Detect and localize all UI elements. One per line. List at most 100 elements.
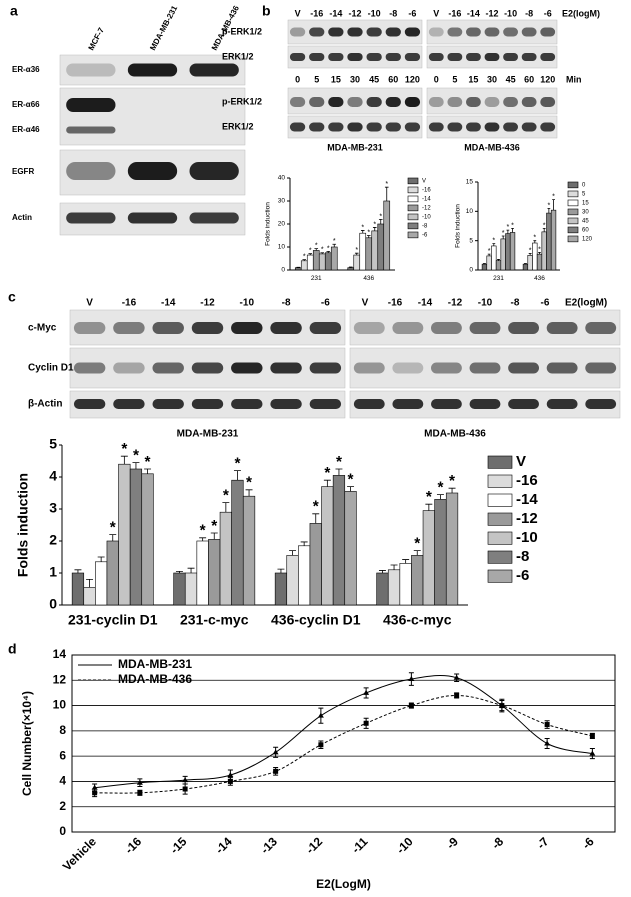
blot-band [309, 362, 342, 374]
bar [387, 569, 401, 606]
significance-mark: * [533, 234, 536, 242]
error-bar [348, 266, 353, 268]
bar [300, 260, 308, 271]
legend-label: 0 [582, 183, 586, 189]
bar [434, 499, 447, 606]
significance-mark: * [492, 237, 495, 245]
marker [318, 742, 324, 748]
error-bar [378, 570, 386, 573]
error-bar [402, 559, 410, 564]
bar [536, 253, 543, 271]
blot-band [508, 362, 539, 374]
error-bar [390, 564, 398, 570]
legend-swatch [567, 235, 579, 243]
lane-label: -8 [282, 298, 291, 309]
blot-band [113, 399, 145, 409]
bar [527, 255, 533, 271]
error-bar [425, 503, 433, 511]
lane-label: -6 [544, 8, 552, 18]
blot-band [503, 27, 518, 37]
significance-mark: * [327, 244, 330, 252]
legend-label: -6 [516, 567, 529, 584]
blot-band [189, 162, 239, 180]
row-label: MDA-MB-231 [327, 142, 383, 152]
row-label: ER-α66 [12, 100, 40, 109]
lane-label: -16 [388, 298, 403, 309]
blot-band [503, 122, 518, 132]
blot-band [66, 162, 116, 180]
blot-band [385, 97, 401, 107]
row-label: MDA-MB-231 [177, 429, 239, 440]
blot-band [309, 97, 325, 107]
panel-label: d [8, 641, 17, 657]
significance-mark: * [110, 519, 116, 536]
blot-band [431, 399, 462, 409]
blot-band [66, 212, 116, 224]
y-tick-label: 5 [49, 436, 57, 452]
row-label: Cyclin D1 [28, 363, 74, 374]
blot-band [466, 97, 481, 107]
error-bar [199, 537, 207, 541]
significance-mark: * [502, 229, 505, 237]
error-bar [511, 227, 514, 233]
x-tick-label: 231-cyclin D1 [68, 612, 158, 628]
significance-mark: * [379, 212, 382, 220]
blot-band [466, 53, 481, 61]
blot-band [328, 27, 344, 37]
blot-band [484, 27, 500, 37]
blot-band [270, 322, 302, 334]
legend-swatch [407, 186, 419, 194]
blot-band [328, 53, 344, 61]
bar [377, 223, 385, 271]
blot-band [546, 322, 578, 334]
marker [363, 689, 370, 695]
bar [332, 475, 346, 606]
blot-band [309, 322, 342, 334]
error-bar [302, 259, 307, 261]
y-axis-label: Folds induction [265, 202, 272, 246]
error-bar [501, 235, 505, 239]
blot-band [392, 399, 424, 409]
error-bar [487, 253, 491, 256]
blot-band [521, 53, 537, 61]
legend-swatch [487, 569, 513, 583]
panel-label: b [262, 3, 271, 19]
error-bar [552, 199, 555, 211]
legend-label: 30 [582, 210, 589, 216]
lane-label: -14 [418, 298, 433, 309]
y-tick-label: 8 [59, 723, 66, 737]
significance-mark: * [324, 465, 330, 482]
blot-band [385, 53, 401, 61]
blot-band [484, 122, 500, 132]
blot-band [428, 27, 444, 37]
blot-band [469, 362, 501, 374]
blot-band [73, 322, 106, 334]
lane-label: 0 [295, 74, 300, 84]
legend-label: -6 [422, 233, 428, 239]
bar [522, 263, 529, 271]
x-tick-label: 231 [311, 275, 322, 282]
lane-label: -16 [122, 298, 137, 309]
lane-label: 0 [434, 74, 439, 84]
y-axis-label: Folds induction [455, 204, 462, 248]
error-bar [97, 556, 105, 562]
bar [371, 230, 379, 271]
legend-label: -14 [422, 197, 431, 203]
bar [509, 232, 516, 271]
significance-mark: * [437, 479, 443, 496]
error-bar [144, 468, 152, 474]
bar [274, 572, 288, 606]
bar [359, 232, 367, 271]
blot-band [404, 122, 421, 132]
blot-band [66, 126, 116, 134]
y-tick-label: 2 [59, 799, 66, 813]
error-bar [483, 263, 486, 265]
lane-label: -16 [310, 8, 323, 18]
error-bar [86, 579, 94, 588]
plot-frame [71, 654, 616, 833]
legend-swatch [407, 204, 419, 212]
bar [298, 545, 311, 606]
error-bar [300, 541, 308, 546]
y-tick-label: 30 [278, 198, 286, 205]
blot-band [152, 362, 184, 374]
